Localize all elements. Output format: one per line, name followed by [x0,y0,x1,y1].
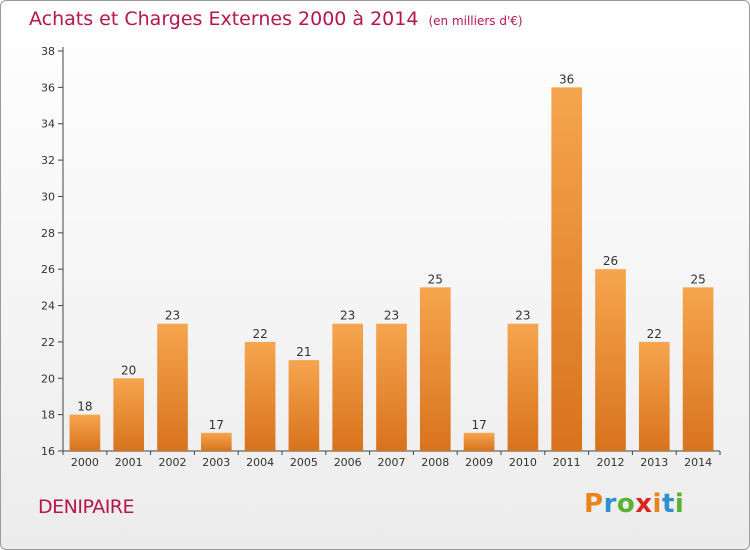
bar-value-label: 22 [647,327,662,341]
logo-letter: i [652,489,662,519]
bars: 18 20 23 17 22 21 23 23 25 17 23 36 26 22 25 [69,72,714,451]
x-tick-label: 2000 [71,456,99,469]
x-tick-label: 2007 [378,456,406,469]
x-tick-label: 2004 [246,456,274,469]
logo-letter: P [584,489,604,519]
bar [244,341,276,451]
proxiti-logo: Proxiti [584,489,684,519]
y-tick-label: 34 [41,118,55,131]
x-tick-label: 2003 [202,456,230,469]
bar [200,432,232,451]
logo-letter: o [616,489,636,519]
bar-value-label: 17 [209,418,224,432]
x-tick-label: 2008 [421,456,449,469]
bar [376,323,407,451]
bar-value-label: 22 [252,327,267,341]
bar-value-label: 17 [471,418,486,432]
x-tick-label: 2001 [115,456,143,469]
x-tick-label: 2006 [334,456,362,469]
bar [113,378,145,451]
bar [419,287,451,451]
bar [507,323,539,451]
y-tick-label: 20 [41,372,55,385]
bar [332,323,364,451]
bar-value-label: 23 [340,309,355,323]
x-tick-label: 2005 [290,456,318,469]
bar-value-label: 25 [428,272,443,286]
y-tick-label: 26 [41,263,55,276]
chart-subtitle: (en milliers d'€) [428,14,523,28]
y-tick-label: 30 [41,190,55,203]
y-axis: 16 18 20 22 24 26 28 30 32 34 36 38 [41,45,64,458]
bar [463,432,495,451]
x-tick-label: 2011 [553,456,581,469]
x-tick-label: 2002 [159,456,187,469]
bar-value-label: 23 [165,309,180,323]
bar-value-label: 23 [515,309,530,323]
bar [551,87,583,451]
x-tick-label: 2009 [465,456,493,469]
bar [288,360,320,451]
x-axis: 2000 2001 2002 2003 2004 2005 2006 2007 2008 2009… [62,450,721,469]
y-tick-label: 18 [41,409,55,422]
bar-value-label: 36 [559,72,574,86]
x-tick-label: 2013 [640,456,668,469]
logo-letter: i [674,489,685,519]
chart-title-main: Achats et Charges Externes 2000 à 2014 [29,8,419,30]
bar-value-label: 21 [296,345,311,359]
logo-letter: x [635,489,653,519]
bar [682,287,714,451]
bar-value-label: 26 [603,254,618,268]
logo-letter: r [603,489,617,519]
commune-name: DENIPAIRE [38,496,135,518]
y-tick-label: 24 [41,300,55,313]
bar [69,414,101,451]
y-tick-label: 38 [41,45,55,58]
chart-title: Achats et Charges Externes 2000 à 2014 (e… [29,8,523,30]
bar [157,323,188,451]
y-tick-label: 32 [41,154,55,167]
y-tick-label: 36 [41,81,55,94]
bar-value-label: 25 [690,272,705,286]
y-tick-label: 22 [41,336,55,349]
bar-value-label: 18 [77,400,92,414]
logo-letter: t [661,489,675,519]
x-tick-label: 2014 [684,456,712,469]
bar [638,341,670,451]
bar [595,269,626,451]
x-tick-label: 2012 [597,456,625,469]
bar-value-label: 23 [384,309,399,323]
y-tick-label: 16 [41,445,55,458]
y-tick-label: 28 [41,227,55,240]
x-tick-label: 2010 [509,456,537,469]
bar-value-label: 20 [121,363,136,377]
